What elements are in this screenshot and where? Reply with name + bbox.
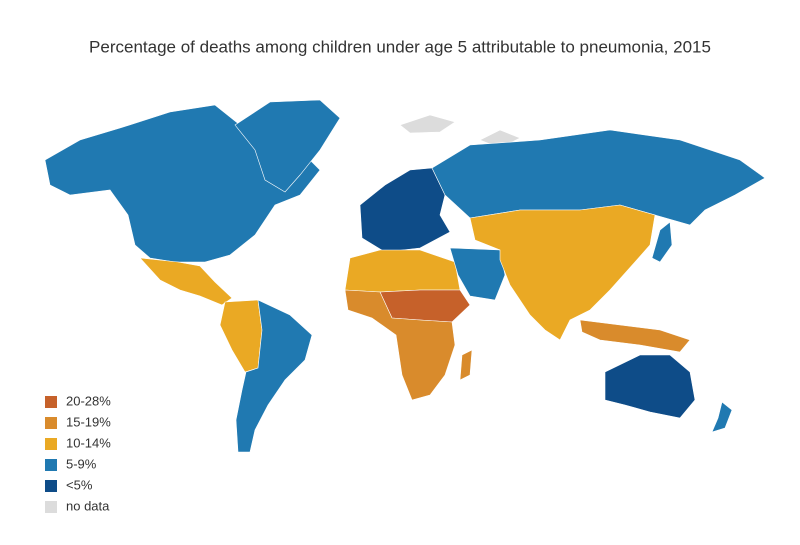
region [459, 349, 473, 381]
region [579, 319, 691, 353]
region [469, 204, 656, 341]
region [139, 257, 233, 306]
region [711, 401, 733, 433]
legend-label: 5-9% [66, 456, 97, 471]
region [235, 299, 313, 453]
legend-label: 15-19% [66, 414, 111, 429]
legend-label: no data [66, 498, 110, 513]
region [344, 289, 456, 401]
legend: 20-28% 15-19% 10-14% 5-9% <5% no data [45, 393, 111, 513]
legend-swatch [45, 438, 57, 450]
region [651, 221, 673, 263]
region [379, 289, 471, 323]
region [234, 99, 341, 193]
legend-swatch [45, 501, 57, 513]
region [399, 114, 456, 134]
legend-label: <5% [66, 477, 93, 492]
region [344, 249, 461, 293]
legend-swatch [45, 480, 57, 492]
region [219, 299, 263, 373]
map-title: Percentage of deaths among children unde… [89, 37, 711, 56]
legend-swatch [45, 459, 57, 471]
region [359, 167, 451, 253]
legend-label: 20-28% [66, 393, 111, 408]
legend-swatch [45, 396, 57, 408]
legend-label: 10-14% [66, 435, 111, 450]
world-map [44, 99, 766, 453]
region [604, 354, 696, 419]
legend-swatch [45, 417, 57, 429]
